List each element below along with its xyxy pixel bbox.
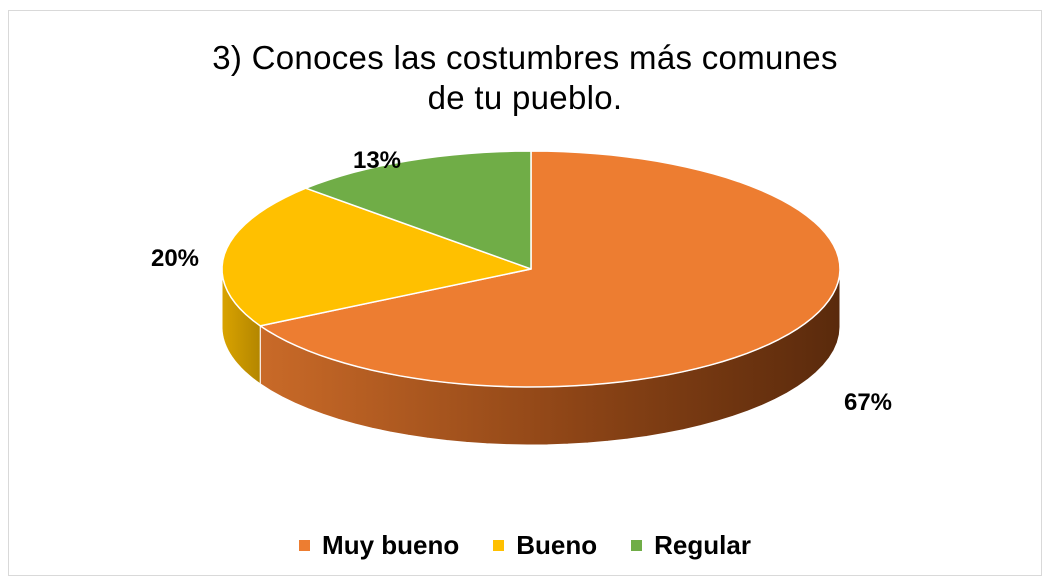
legend-label-regular: Regular <box>654 530 751 560</box>
chart-legend: Muy bueno Bueno Regular <box>0 530 1050 561</box>
chart-title-line-2: de tu pueblo. <box>427 79 623 116</box>
legend-swatch-bueno <box>493 540 505 551</box>
pie-slice-muy-bueno <box>259 150 841 388</box>
legend-label-muy-bueno: Muy bueno <box>322 530 460 560</box>
chart-title-line-1: 3) Conoces las costumbres más comunes <box>212 39 838 76</box>
slice-label-regular: 13% <box>353 147 401 174</box>
pie-slice-bueno <box>221 187 532 327</box>
pie-top <box>221 150 841 388</box>
legend-swatch-regular <box>631 540 643 551</box>
chart-title: 3) Conoces las costumbres más comunes de… <box>0 38 1050 118</box>
legend-item-regular: Regular <box>631 530 751 561</box>
pie-slice-regular <box>305 150 532 270</box>
legend-label-bueno: Bueno <box>516 530 598 560</box>
legend-item-muy-bueno: Muy bueno <box>299 530 459 561</box>
slice-label-bueno: 20% <box>151 245 199 272</box>
legend-swatch-muy-bueno <box>299 540 311 551</box>
legend-item-bueno: Bueno <box>493 530 597 561</box>
slice-label-muy-bueno: 67% <box>844 389 892 416</box>
pie-labels: 67% 20% 13% <box>151 147 892 416</box>
